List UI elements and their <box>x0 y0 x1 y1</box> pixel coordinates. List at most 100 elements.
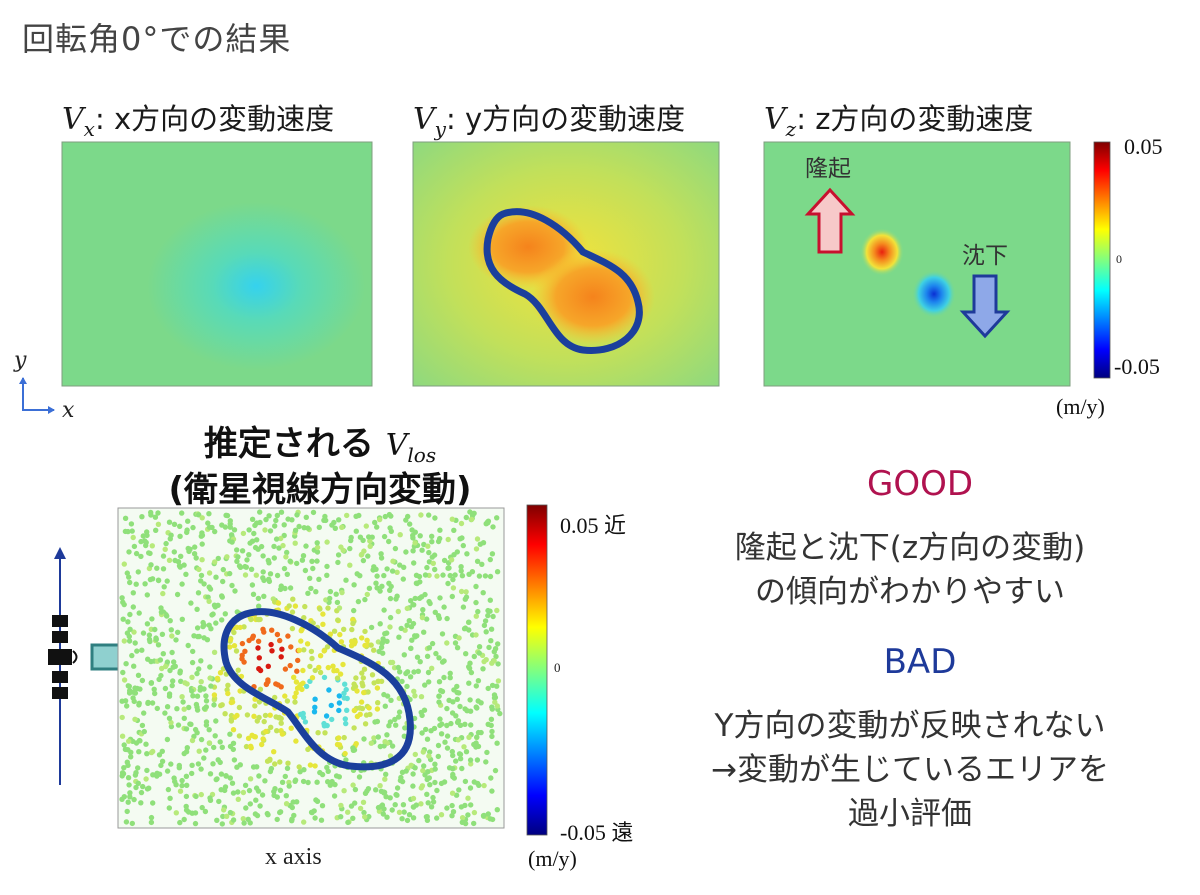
vlos-point <box>160 590 166 597</box>
vlos-point <box>389 807 395 813</box>
vlos-point <box>219 522 225 528</box>
vlos-point <box>293 738 299 744</box>
vlos-point <box>268 724 274 730</box>
vlos-point <box>412 595 418 602</box>
vlos-point <box>495 641 501 647</box>
good-line-2: の傾向がわかりやすい <box>755 574 1065 610</box>
vlos-point <box>122 515 129 521</box>
vlos-point <box>336 700 343 706</box>
vlos-point <box>154 705 160 712</box>
vlos-point <box>334 675 341 681</box>
vlos-point <box>235 789 241 795</box>
vlos-point <box>348 643 355 649</box>
vlos-point <box>135 569 141 575</box>
vx-anomaly <box>108 176 368 376</box>
vlos-point <box>261 718 267 725</box>
vlos-point <box>386 723 392 729</box>
vlos-point <box>432 766 438 772</box>
vlos-point <box>425 543 431 549</box>
vlos-point <box>225 690 231 697</box>
uplift-label: 隆起 <box>805 156 851 182</box>
vlos-point <box>406 618 412 624</box>
vlos-point <box>185 518 191 524</box>
vlos-point <box>169 649 175 656</box>
vlos-point <box>124 703 130 709</box>
vlos-point <box>374 685 381 691</box>
vlos-point <box>198 791 204 798</box>
vlos-point <box>387 595 394 602</box>
vlos-point <box>303 543 309 549</box>
vlos-point <box>377 621 383 627</box>
vlos-point <box>227 775 233 781</box>
vlos-point <box>392 802 398 808</box>
vlos-point <box>382 776 388 782</box>
vlos-point <box>119 773 125 779</box>
vlos-point <box>179 510 185 516</box>
vlos-point <box>130 604 136 610</box>
vlos-point <box>489 551 496 557</box>
vlos-point <box>135 780 141 786</box>
vlos-point <box>487 597 493 603</box>
vlos-point <box>207 664 213 670</box>
vlos-point <box>288 725 294 731</box>
vlos-point <box>196 748 202 754</box>
vlos-point <box>489 728 495 735</box>
vlos-point <box>231 643 238 649</box>
vlos-point <box>164 768 171 774</box>
vlos-point <box>227 570 233 577</box>
vlos-point <box>162 685 169 692</box>
vlos-point <box>193 793 199 800</box>
vlos-point <box>359 670 365 676</box>
vlos-point <box>144 592 150 598</box>
vlos-point <box>121 677 128 683</box>
vlos-point <box>344 512 350 519</box>
vlos-point <box>267 712 273 718</box>
vlos-point <box>328 702 334 709</box>
vlos-point <box>278 583 284 589</box>
vlos-point <box>473 632 479 638</box>
subsidence-label: 沈下 <box>962 243 1008 269</box>
vlos-point <box>207 795 213 801</box>
vlos-point <box>418 594 425 600</box>
vlos-point <box>360 683 366 689</box>
vlos-point <box>378 551 384 557</box>
vlos-point <box>460 604 467 610</box>
vlos-point <box>473 740 479 746</box>
subsidence-arrow-icon <box>959 274 1011 339</box>
vlos-point <box>352 639 358 645</box>
vlos-point <box>254 718 260 724</box>
vlos-point <box>253 797 259 803</box>
vlos-point <box>160 566 167 572</box>
vlos-point <box>444 722 450 729</box>
vlos-point <box>419 614 426 621</box>
vlos-point <box>450 576 456 583</box>
vlos-point <box>154 773 160 779</box>
vlos-point <box>191 633 197 639</box>
vlos-point <box>432 515 438 521</box>
vlos-point <box>364 637 370 643</box>
vlos-point <box>171 659 177 665</box>
vlos-point <box>414 633 420 639</box>
vlos-point <box>240 816 246 822</box>
vlos-point <box>337 671 344 677</box>
vlos-point <box>490 613 496 620</box>
vlos-point <box>433 650 439 657</box>
vlos-point <box>158 762 164 769</box>
vlos-point <box>143 741 149 747</box>
vlos-point <box>464 551 470 557</box>
vlos-point <box>347 562 353 568</box>
y-arrow-icon <box>19 377 27 384</box>
vlos-point <box>256 603 262 609</box>
vlos-point <box>289 816 295 822</box>
vlos-point <box>348 803 355 809</box>
vlos-point <box>334 741 341 748</box>
vlos-point <box>213 620 219 626</box>
vlos-point <box>166 557 173 563</box>
vlos-point <box>487 573 494 580</box>
vlos-point <box>467 757 474 763</box>
vlos-point <box>284 698 291 704</box>
vlos-point <box>139 514 145 520</box>
vlos-point <box>249 538 256 544</box>
vlos-point <box>300 553 307 559</box>
vlos-point <box>394 785 401 791</box>
